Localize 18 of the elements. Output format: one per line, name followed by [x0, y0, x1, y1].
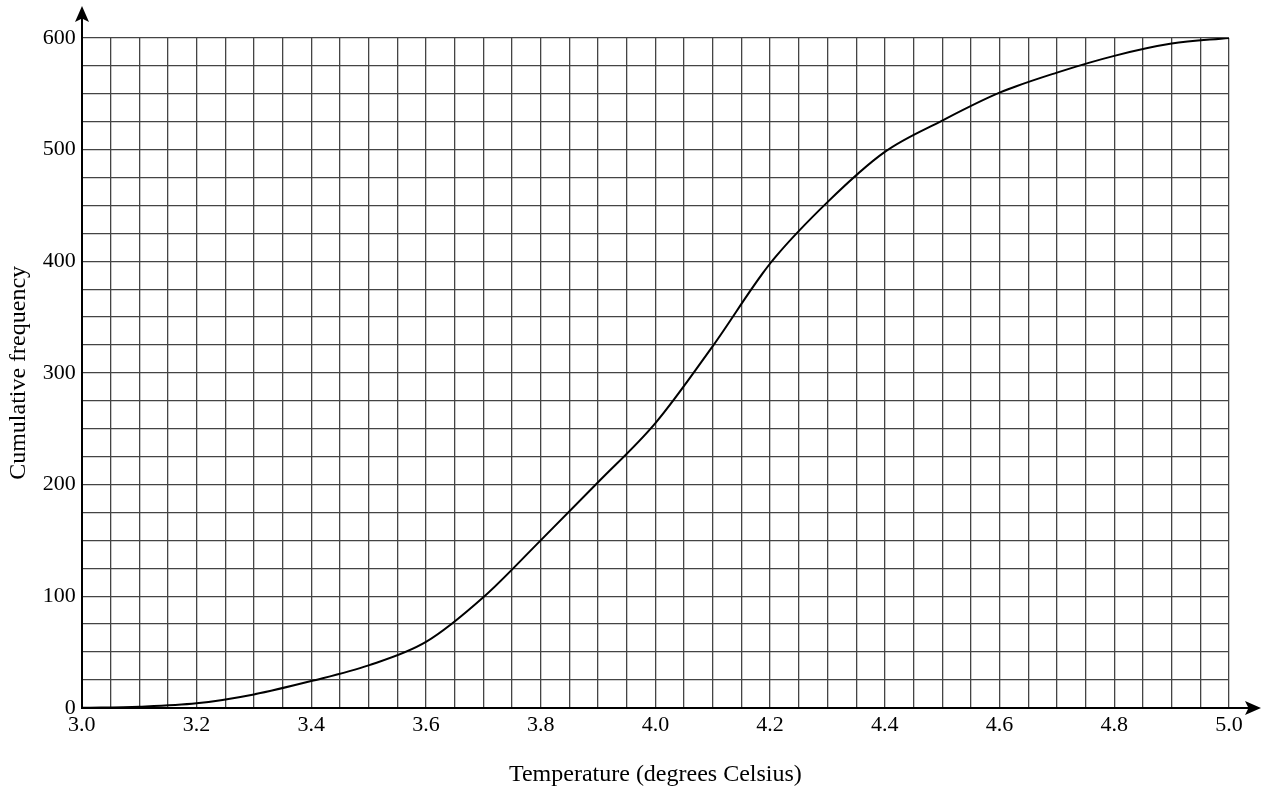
x-tick-label: 5.0: [1215, 710, 1243, 736]
y-tick-label: 500: [42, 135, 76, 161]
x-tick-label: 4.6: [985, 710, 1014, 736]
x-tick-label: 4.0: [641, 710, 670, 736]
x-tick-label: 3.6: [412, 710, 440, 736]
y-tick-label: 600: [42, 23, 76, 49]
x-axis-title: Temperature (degrees Celsius): [508, 759, 802, 786]
y-tick-label: 100: [42, 581, 76, 607]
x-tick-label: 4.2: [756, 710, 784, 736]
y-tick-label: 400: [42, 247, 76, 273]
x-tick-label: 3.8: [526, 710, 555, 736]
y-tick-label: 200: [42, 470, 76, 496]
x-tick-label: 4.8: [1100, 710, 1129, 736]
x-tick-label: 3.2: [182, 710, 211, 736]
y-tick-label: 300: [42, 358, 76, 384]
y-axis-title: Cumulative frequency: [3, 265, 30, 480]
x-tick-label: 4.4: [871, 710, 899, 736]
x-tick-label: 3.4: [297, 710, 325, 736]
